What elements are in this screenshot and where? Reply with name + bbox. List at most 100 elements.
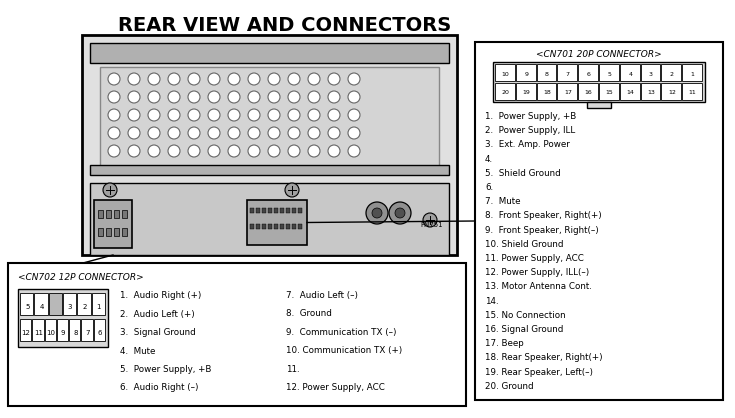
Text: 17. Beep: 17. Beep (485, 339, 524, 348)
Bar (98, 228, 103, 236)
Circle shape (148, 109, 160, 121)
Text: 1: 1 (96, 304, 101, 310)
Bar (682, 64, 702, 81)
Bar (495, 64, 514, 81)
Bar (662, 83, 681, 100)
Bar (682, 83, 702, 100)
Bar (114, 228, 119, 236)
Text: 13: 13 (647, 91, 655, 95)
Bar (578, 64, 598, 81)
Text: 11.: 11. (286, 365, 300, 374)
Text: 1.  Audio Right (+): 1. Audio Right (+) (120, 291, 201, 300)
Bar (268, 208, 272, 213)
Bar (98, 210, 103, 218)
Bar (94, 200, 132, 248)
Text: 8.  Ground: 8. Ground (286, 309, 332, 319)
Text: 4: 4 (39, 304, 43, 310)
Circle shape (389, 202, 411, 224)
Text: 9: 9 (61, 330, 65, 336)
Bar (32, 319, 43, 341)
Bar (599, 83, 619, 100)
Text: 16. Signal Ground: 16. Signal Ground (485, 325, 563, 334)
Bar (106, 210, 111, 218)
Bar (247, 200, 307, 245)
Circle shape (188, 127, 200, 139)
Text: 8.  Front Speaker, Right(+): 8. Front Speaker, Right(+) (485, 212, 602, 220)
Circle shape (308, 145, 320, 157)
Circle shape (268, 73, 280, 85)
Text: 7.  Mute: 7. Mute (485, 197, 520, 206)
Text: 11: 11 (34, 330, 43, 336)
Circle shape (188, 91, 200, 103)
Bar (82, 35, 457, 255)
Text: 10. Communication TX (+): 10. Communication TX (+) (286, 347, 402, 355)
Text: 3.  Ext. Amp. Power: 3. Ext. Amp. Power (485, 140, 570, 149)
Circle shape (423, 213, 437, 227)
Circle shape (308, 127, 320, 139)
Circle shape (366, 202, 388, 224)
Circle shape (208, 73, 220, 85)
Text: 14.: 14. (485, 297, 498, 306)
Bar (100, 67, 439, 167)
Bar (69, 319, 80, 341)
Bar (20, 319, 32, 341)
Text: 12. Power Supply, ACC: 12. Power Supply, ACC (286, 383, 385, 393)
Text: 5: 5 (607, 71, 612, 76)
Bar (516, 64, 536, 81)
Circle shape (208, 145, 220, 157)
Text: 16: 16 (585, 91, 592, 95)
Bar (298, 208, 302, 213)
Bar (122, 228, 127, 236)
Circle shape (208, 109, 220, 121)
Text: 5.  Power Supply, +B: 5. Power Supply, +B (120, 365, 212, 374)
Text: 11: 11 (689, 91, 697, 95)
Circle shape (108, 73, 120, 85)
Text: 5.  Shield Ground: 5. Shield Ground (485, 169, 561, 178)
Bar (77, 293, 90, 315)
Circle shape (268, 91, 280, 103)
Circle shape (108, 91, 120, 103)
Bar (262, 224, 266, 229)
Circle shape (268, 109, 280, 121)
Bar (578, 83, 598, 100)
Bar (262, 208, 266, 213)
Circle shape (328, 73, 340, 85)
Text: 12. Power Supply, ILL(–): 12. Power Supply, ILL(–) (485, 268, 589, 277)
Bar (557, 83, 577, 100)
Circle shape (288, 127, 300, 139)
Bar (620, 83, 639, 100)
Text: 3: 3 (68, 304, 73, 310)
Text: 3: 3 (649, 71, 653, 76)
Text: 1: 1 (691, 71, 695, 76)
Circle shape (308, 109, 320, 121)
Bar (90, 183, 449, 255)
Circle shape (348, 127, 360, 139)
Bar (8, 263, 466, 406)
Text: 20: 20 (501, 91, 509, 95)
Circle shape (288, 109, 300, 121)
Circle shape (128, 109, 140, 121)
Text: 10: 10 (46, 330, 55, 336)
Bar (587, 102, 611, 108)
Text: 4: 4 (628, 71, 632, 76)
Circle shape (148, 127, 160, 139)
Circle shape (228, 145, 240, 157)
Circle shape (268, 145, 280, 157)
Circle shape (168, 127, 180, 139)
Circle shape (288, 73, 300, 85)
Text: 17: 17 (564, 91, 572, 95)
Circle shape (168, 145, 180, 157)
Circle shape (148, 145, 160, 157)
Circle shape (188, 145, 200, 157)
Text: 9.  Communication TX (–): 9. Communication TX (–) (286, 328, 396, 337)
Bar (298, 224, 302, 229)
Circle shape (248, 145, 260, 157)
Text: FN751: FN751 (420, 222, 443, 228)
Circle shape (108, 109, 120, 121)
Circle shape (108, 145, 120, 157)
Circle shape (328, 109, 340, 121)
Bar (18, 289, 108, 347)
Text: 10. Shield Ground: 10. Shield Ground (485, 240, 564, 249)
Circle shape (103, 183, 117, 197)
Text: 8: 8 (545, 71, 549, 76)
